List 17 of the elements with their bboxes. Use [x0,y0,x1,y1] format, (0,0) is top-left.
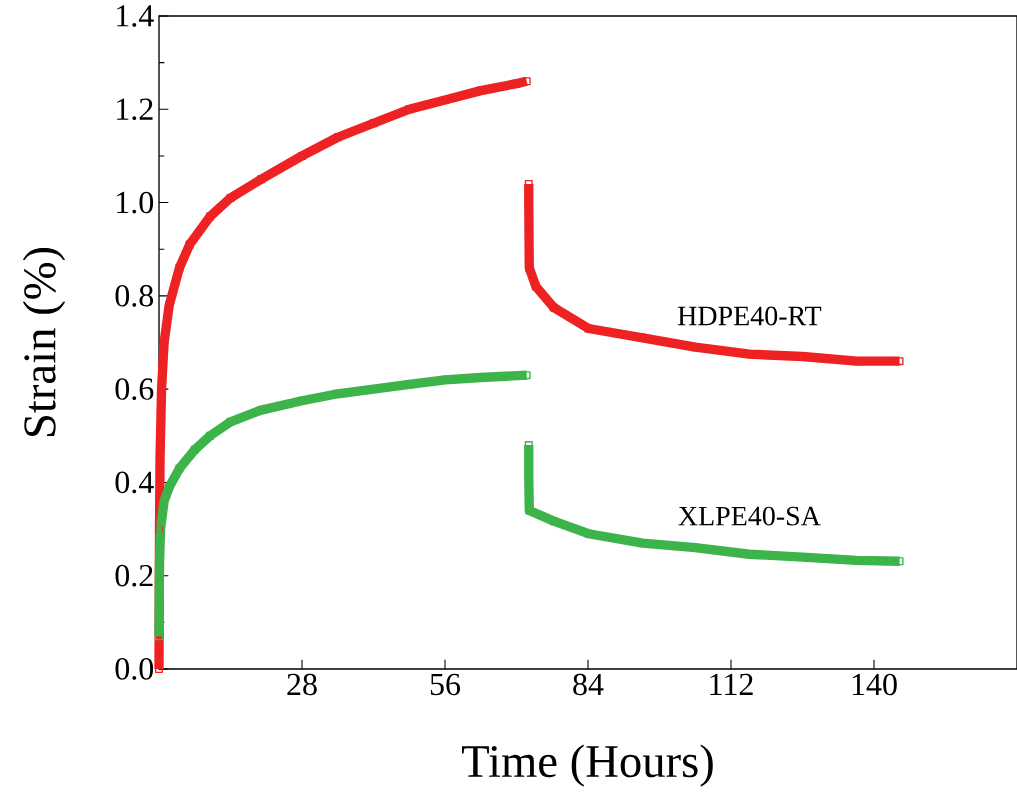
y-tick-label: 0.6 [115,378,154,401]
x-tick-label: 84 [573,673,604,696]
x-tick-label: 28 [287,673,317,696]
y-tick-label: 1.2 [117,98,153,121]
y-tick-label: 0.4 [115,471,154,494]
y-tick-label: 0.2 [115,564,153,587]
x-tick-label: 140 [852,673,897,696]
y-axis-title: Strain (%) [22,247,66,436]
y-tick-label: 0.8 [115,284,154,307]
series-label: HDPE40-RT [677,306,822,326]
y-tick-label: 1.0 [117,191,154,214]
y-tick-label: 0.0 [115,658,154,680]
x-tick-label: 112 [710,673,753,695]
y-tick-label: 1.4 [117,5,154,27]
x-tick-label: 56 [430,673,461,696]
series-label: XLPE40-SA [678,506,821,526]
x-axis-title: Time (Hours) [462,744,713,787]
